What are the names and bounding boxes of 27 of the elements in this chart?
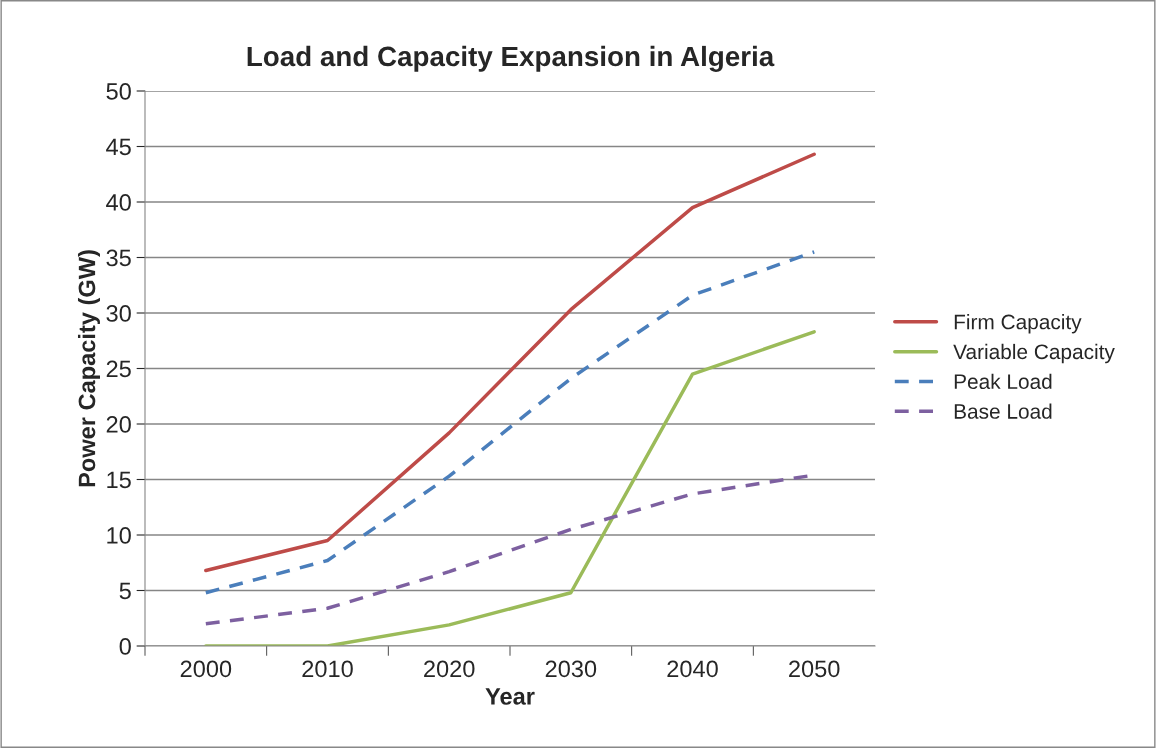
y-tick-label: 45	[106, 138, 131, 156]
line-series	[204, 330, 816, 646]
line-series	[204, 250, 816, 595]
y-tick-label: 35	[106, 249, 131, 267]
y-tick-label: 50	[106, 83, 131, 100]
y-tick-label: 5	[119, 582, 131, 600]
chart-title: Load and Capacity Expansion in Algeria	[247, 45, 775, 72]
line-series	[204, 152, 816, 573]
legend-label: Peak Load	[954, 373, 1052, 390]
y-tick-label: 20	[106, 416, 131, 433]
x-tick-label: 2030	[545, 660, 597, 678]
y-axis-title: Power Capacity (GW)	[77, 250, 100, 487]
x-tick-label: 2020	[424, 660, 475, 678]
legend-label: Base Load	[954, 403, 1052, 419]
x-tick-label: 2050	[789, 660, 840, 678]
legend-label: Firm Capacity	[954, 314, 1082, 334]
y-tick-label: 40	[106, 194, 131, 211]
x-tick-label: 2040	[667, 660, 718, 678]
x-tick-label: 2010	[302, 660, 353, 678]
y-tick-label: 10	[107, 527, 131, 544]
y-tick-label: 0	[119, 638, 131, 655]
y-tick-label: 15	[107, 471, 131, 489]
x-tick-label: 2000	[180, 660, 232, 678]
y-tick-label: 30	[106, 305, 131, 322]
legend-label: Variable Capacity	[953, 343, 1115, 364]
y-tick-label: 25	[106, 360, 131, 378]
x-axis-title: Year	[485, 688, 535, 705]
